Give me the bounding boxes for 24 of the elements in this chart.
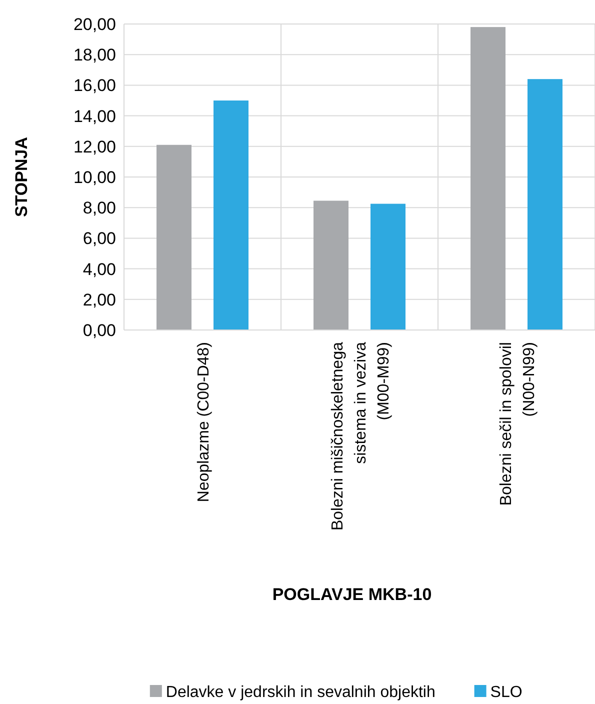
y-tick-label: 10,00: [73, 168, 116, 187]
x-tick-label: Neoplazme (C00-D48): [196, 342, 212, 502]
y-tick-label: 2,00: [82, 290, 116, 310]
y-tick-label: 20,00: [73, 14, 116, 34]
bar: [528, 79, 562, 330]
bar: [470, 27, 506, 330]
y-tick-label: 4,00: [82, 260, 116, 279]
y-axis-title: STOPNJA: [12, 137, 31, 217]
y-tick-label: 14,00: [73, 106, 116, 126]
x-axis-title: POGLAVJE MKB-10: [272, 585, 432, 604]
y-tick-label: 0,00: [82, 320, 116, 340]
legend-label: SLO: [490, 684, 522, 701]
y-tick-label: 12,00: [73, 137, 116, 156]
y-tick-label: 6,00: [82, 229, 116, 248]
bar: [314, 200, 348, 330]
bar: [370, 204, 406, 330]
y-tick-label: 8,00: [82, 198, 116, 218]
legend-label: Delavke v jedrskih in sevalnih objektih: [166, 684, 436, 701]
y-tick-label: 16,00: [73, 76, 116, 96]
x-tick-label: Bolezni mišičnoskeletnega sistema in veziva (M00-M99): [330, 342, 392, 531]
x-tick-label: Bolezni sečil in spolovil (N00-N99): [498, 342, 538, 506]
bar: [214, 100, 248, 330]
y-tick-label: 18,00: [73, 46, 116, 65]
bar: [156, 144, 192, 330]
